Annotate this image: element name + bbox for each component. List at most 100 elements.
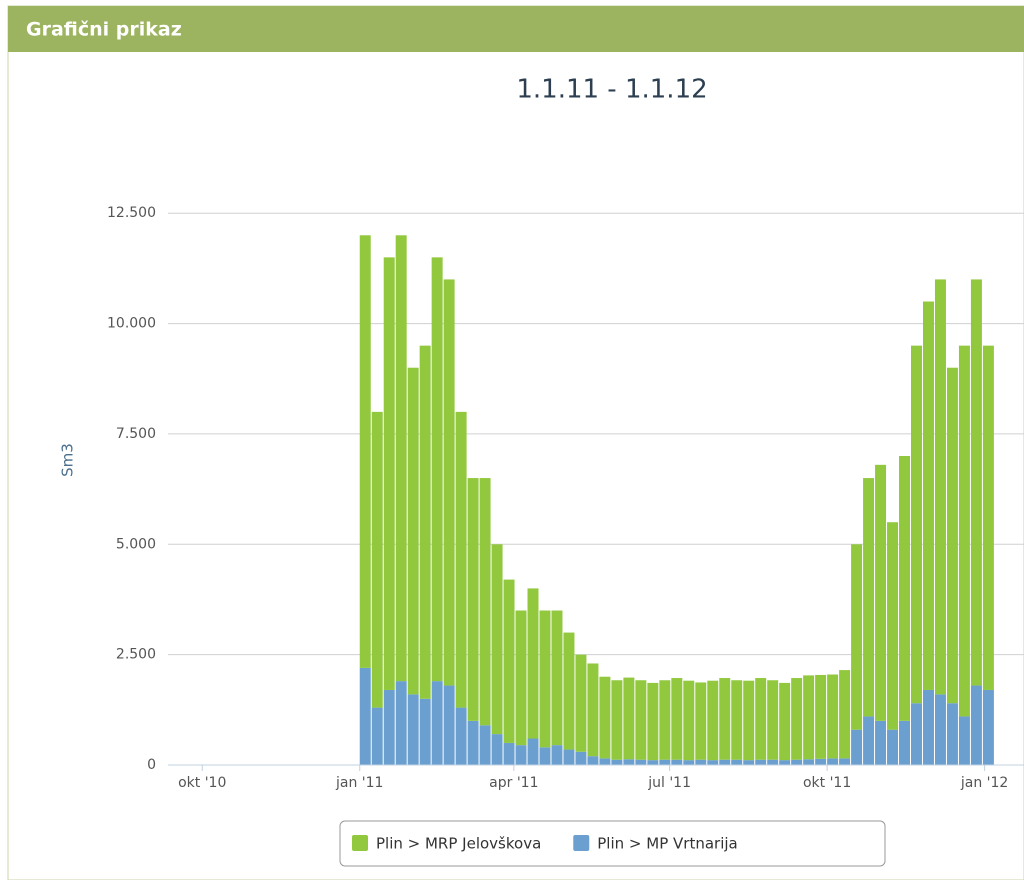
bar-segment — [839, 758, 851, 765]
bar-segment — [659, 759, 671, 765]
bar-segment — [551, 610, 563, 746]
bar-segment — [527, 738, 539, 765]
bar-segment — [359, 667, 371, 765]
y-tick-label: 10.000 — [107, 316, 156, 332]
bar-segment — [539, 610, 551, 748]
bar-segment — [443, 279, 455, 686]
bar-segment — [743, 680, 755, 761]
bar-segment — [491, 734, 503, 765]
bar-segment — [827, 758, 839, 765]
bar-segment — [515, 610, 527, 746]
bar-segment — [623, 677, 635, 760]
bar-segment — [515, 745, 527, 765]
bar-segment — [731, 680, 743, 760]
bar-segment — [407, 694, 419, 765]
bar-segment — [491, 544, 503, 735]
bar-segment — [946, 703, 958, 765]
bar-segment — [467, 478, 479, 721]
bar-segment — [599, 758, 611, 765]
bar-segment — [563, 749, 575, 765]
bar-segment — [479, 478, 491, 726]
bar-segment — [455, 411, 467, 708]
bar-segment — [599, 676, 611, 759]
bar-segment — [719, 759, 731, 765]
bar-segment — [467, 720, 479, 765]
bar-segment — [395, 681, 407, 765]
bar-segment — [863, 478, 875, 717]
bar-segment — [587, 663, 599, 757]
bar-segment — [383, 689, 395, 765]
bar-segment — [934, 694, 946, 765]
y-axis-label: Sm3 — [59, 443, 77, 477]
bar-segment — [946, 367, 958, 704]
header-title: Grafični prikaz — [26, 19, 182, 41]
bar-segment — [899, 456, 911, 721]
x-tick-label: jan '11 — [335, 775, 383, 791]
bar-segment — [539, 747, 551, 765]
bar-segment — [683, 760, 695, 765]
bar-segment — [503, 742, 515, 765]
bar-segment — [767, 759, 779, 765]
chart-title: 1.1.11 - 1.1.12 — [516, 75, 707, 105]
bar-segment — [635, 680, 647, 760]
bar-segment — [731, 759, 743, 765]
bar-segment — [407, 367, 419, 695]
bar-segment — [695, 682, 707, 760]
x-tick-label: jul '11 — [647, 775, 691, 791]
legend-label: Plin > MRP Jelovškova — [376, 835, 541, 853]
bar-segment — [707, 680, 719, 761]
bar-segment — [803, 759, 815, 765]
bar-segment — [455, 707, 467, 765]
y-tick-label: 0 — [147, 757, 156, 773]
bar-segment — [443, 685, 455, 765]
bar-segment — [815, 758, 827, 765]
bar-segment — [575, 654, 587, 752]
bar-segment — [719, 678, 731, 760]
bar-segment — [503, 579, 515, 743]
bar-segment — [767, 680, 779, 760]
bar-segment — [803, 675, 815, 760]
bar-segment — [671, 678, 683, 760]
bar-segment — [707, 760, 719, 765]
bar-segment — [527, 588, 539, 739]
bar-segment — [922, 689, 934, 765]
bar-segment — [958, 716, 970, 765]
bar-segment — [887, 522, 899, 730]
bar-segment — [779, 760, 791, 765]
bar-segment — [563, 632, 575, 750]
bar-segment — [371, 411, 383, 708]
x-tick-label: okt '10 — [178, 775, 226, 791]
bar-segment — [671, 759, 683, 765]
bar-segment — [970, 685, 982, 765]
legend-label: Plin > MP Vrtnarija — [597, 835, 737, 853]
bar-segment — [899, 720, 911, 765]
bar-segment — [575, 751, 587, 765]
bar-segment — [934, 279, 946, 695]
bar-segment — [611, 680, 623, 760]
y-tick-label: 2.500 — [116, 647, 156, 663]
bar-segment — [875, 464, 887, 721]
bar-segment — [791, 678, 803, 760]
bar-segment — [623, 759, 635, 765]
bar-segment — [659, 680, 671, 760]
bar-segment — [683, 680, 695, 761]
bar-segment — [755, 759, 767, 765]
bar-segment — [911, 703, 922, 765]
header-bar — [8, 6, 1024, 52]
bar-segment — [815, 674, 827, 759]
bar-segment — [863, 716, 875, 765]
bar-segment — [419, 345, 431, 699]
bar-segment — [743, 760, 755, 765]
bar-segment — [791, 759, 803, 765]
bar-segment — [551, 745, 563, 765]
bar-segment — [647, 760, 659, 765]
x-tick-label: apr '11 — [489, 775, 538, 791]
bar-segment — [395, 235, 407, 682]
bar-segment — [383, 257, 395, 690]
bar-segment — [887, 729, 899, 765]
y-tick-label: 7.500 — [116, 426, 156, 442]
bar-segment — [635, 759, 647, 765]
bar-segment — [479, 725, 491, 765]
bar-segment — [647, 682, 659, 761]
